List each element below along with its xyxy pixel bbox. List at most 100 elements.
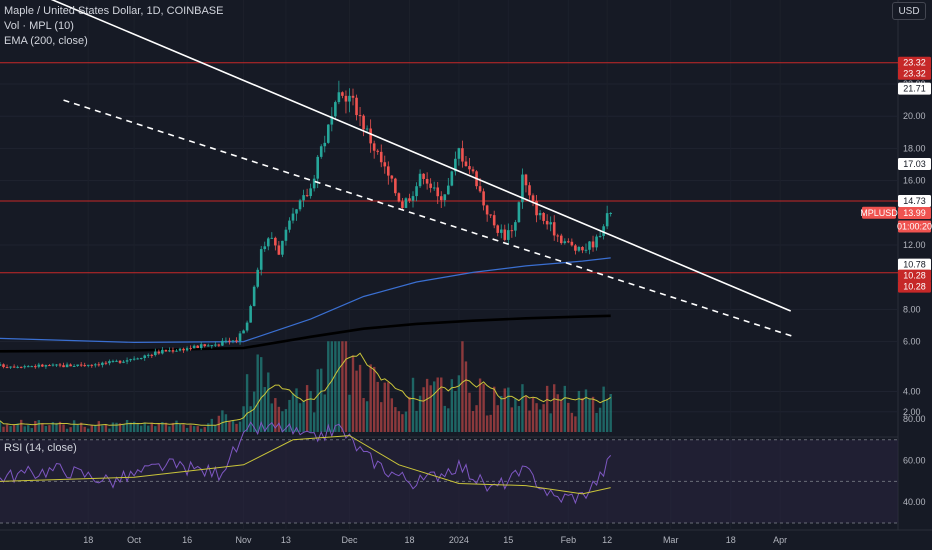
volume-bar <box>238 421 242 432</box>
candle-body <box>115 360 118 362</box>
volume-bar <box>168 426 171 432</box>
rsi-line <box>0 421 612 505</box>
volume-bar <box>157 423 161 432</box>
price-badge-label: 01:00:20 <box>897 221 932 231</box>
rsi-indicator-label[interactable]: RSI (14, close) <box>4 442 77 454</box>
volume-bar <box>556 394 559 432</box>
volume-bar <box>316 369 319 432</box>
volume-bar <box>535 403 538 432</box>
volume-bar <box>369 364 372 432</box>
candle-body <box>143 355 147 358</box>
volume-bar <box>196 426 199 432</box>
volume-bar <box>574 416 577 432</box>
volume-bar <box>62 424 65 432</box>
volume-bar <box>221 410 224 432</box>
candle-body <box>496 225 500 233</box>
candle-body <box>252 286 256 307</box>
candle-body <box>408 198 411 201</box>
candle-body <box>447 185 450 195</box>
volume-bar <box>147 425 150 432</box>
candle-body <box>355 97 358 116</box>
candle-body <box>334 102 337 117</box>
volume-indicator-label[interactable]: Vol · MPL (10) <box>4 20 74 32</box>
candle-body <box>387 166 390 176</box>
volume-bar <box>538 409 542 432</box>
time-tick-label: 18 <box>726 535 736 545</box>
time-tick-label: 18 <box>404 535 414 545</box>
candle-body <box>79 364 83 366</box>
volume-bar <box>249 406 252 432</box>
volume-bar <box>242 406 245 432</box>
candle-body <box>44 365 48 367</box>
candle-body <box>556 235 560 237</box>
candle-body <box>422 173 425 179</box>
candle-body <box>341 92 344 96</box>
rsi-ma-line <box>0 435 611 495</box>
horizontal-levels <box>0 62 898 274</box>
candle-body <box>404 198 408 208</box>
volume-bars <box>0 341 612 432</box>
candle-body <box>372 143 376 151</box>
candle-body <box>175 350 178 352</box>
candle-body <box>196 345 199 349</box>
volume-bar <box>493 386 496 432</box>
candle-body <box>291 213 295 221</box>
candle-body <box>263 246 267 250</box>
candle-body <box>574 245 577 251</box>
currency-button[interactable]: USD <box>892 2 926 20</box>
candle-body <box>270 237 274 239</box>
volume-bar <box>464 361 468 432</box>
volume-bar <box>383 382 386 432</box>
candle-body <box>401 201 404 208</box>
volume-bar <box>475 405 478 432</box>
candle-body <box>344 95 348 102</box>
candle-body <box>559 235 563 244</box>
candle-body <box>34 366 37 368</box>
time-tick-label: Nov <box>236 535 253 545</box>
time-tick-label: Mar <box>663 535 679 545</box>
volume-bar <box>471 411 475 432</box>
volume-bar <box>524 395 528 432</box>
volume-bar <box>312 412 316 432</box>
candle-body <box>2 364 5 368</box>
volume-bar <box>344 341 348 432</box>
candle-body <box>0 364 2 366</box>
volume-bar <box>228 421 231 432</box>
volume-bar <box>97 421 101 432</box>
volume-bar <box>553 384 556 432</box>
rsi-tick-label: 80.00 <box>903 414 926 424</box>
volume-bar <box>394 407 397 432</box>
volume-bar <box>380 402 383 432</box>
volume-bar <box>37 420 41 432</box>
candle-body <box>464 161 468 167</box>
candle-body <box>132 358 136 360</box>
time-tick-label: Dec <box>341 535 358 545</box>
volume-bar <box>267 372 270 432</box>
candle-body <box>584 249 588 251</box>
candle-body <box>277 245 281 255</box>
candle-body <box>235 340 238 342</box>
symbol-title[interactable]: Maple / United States Dollar, 1D, COINBA… <box>4 5 224 17</box>
volume-bar <box>58 421 62 432</box>
ema-indicator-label[interactable]: EMA (200, close) <box>4 35 88 47</box>
time-tick-label: 15 <box>503 535 513 545</box>
candle-body <box>214 344 217 346</box>
price-tick-label: 12.00 <box>903 240 926 250</box>
volume-bar <box>447 408 450 432</box>
candle-body <box>298 200 302 210</box>
volume-bar <box>425 378 429 432</box>
volume-bar <box>337 341 341 432</box>
rsi-pane <box>0 421 898 524</box>
time-tick-label: Oct <box>127 535 142 545</box>
volume-bar <box>577 390 581 432</box>
volume-bar <box>591 396 595 432</box>
candle-body <box>323 142 327 147</box>
dashed-trendline <box>63 99 795 338</box>
volume-bar <box>298 403 302 432</box>
volume-bar <box>468 392 471 432</box>
candle-body <box>369 128 372 144</box>
volume-bar <box>12 425 16 432</box>
price-badge <box>862 206 896 219</box>
